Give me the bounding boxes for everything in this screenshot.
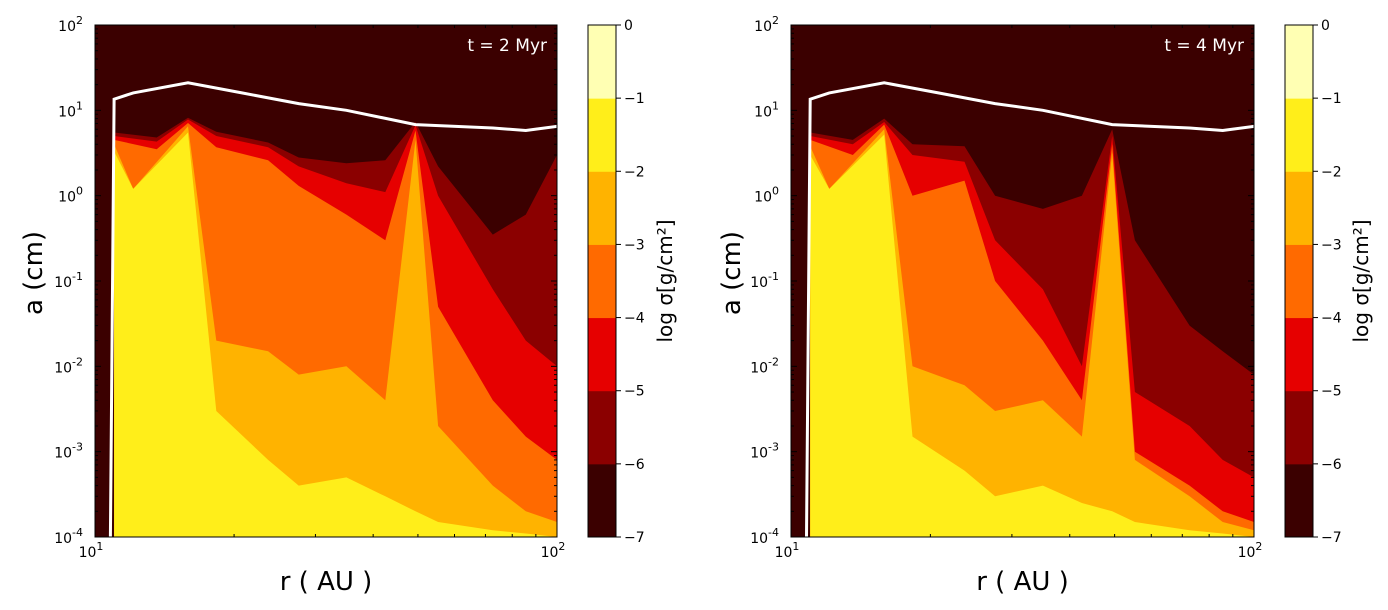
y-tick-label: 10-1 [750,270,779,291]
y-tick-label: 10-3 [54,441,83,462]
x-tick-label: 102 [1238,540,1263,561]
x-tick-label: 101 [79,540,104,561]
x-tick-label: 101 [775,540,800,561]
colorbar-segment [588,98,616,172]
colorbar-tick-label: −3 [624,237,645,253]
time-annotation: t = 2 Myr [467,36,547,56]
colorbar-segment [588,390,616,465]
contour-level-5 [114,132,557,537]
contour-level-5 [810,134,1254,537]
colorbar-segment [1285,98,1313,172]
colorbar-tick-label: −3 [1321,237,1342,253]
colorbar-label: log σ[g/cm²] [1349,219,1373,342]
fragmentation-limit-curve [108,81,557,537]
fragmentation-limit-curve [805,81,1254,537]
colorbar-tick-label: −4 [624,311,645,327]
y-tick-label: 100 [58,185,83,206]
colorbar-tick-label: −5 [1321,384,1342,400]
colorbar-tick-label: −1 [624,91,645,107]
colorbar-segment [588,463,616,538]
colorbar-tick-label: 0 [1321,18,1330,34]
colorbar-tick-label: −2 [624,164,645,180]
colorbar: −7 −6 −5 −4 −3 −2 −1 0 log σ[g/cm²] [1284,18,1373,546]
colorbar-segment [588,171,616,245]
colorbar-segment [1285,25,1313,99]
plot-area [95,25,557,537]
y-tick-label: 102 [754,14,779,35]
y-tick-label: 10-1 [54,270,83,291]
colorbar-segment [1285,171,1313,245]
colorbar-tick-label: −4 [1321,311,1342,327]
colorbar-tick-label: 0 [624,18,633,34]
colorbar-segment [1285,463,1313,538]
colorbar-tick-label: −7 [1321,530,1342,546]
colorbar-tick-label: −6 [1321,457,1342,473]
contour-level-4 [810,129,1254,537]
y-axis-label: a (cm) [19,231,49,315]
colorbar: −7 −6 −5 −4 −3 −2 −1 0 log σ[g/cm²] [587,18,677,546]
y-tick-label: 102 [58,14,83,35]
colorbar-tick-label: −6 [624,457,645,473]
colorbar-segment [1285,317,1313,392]
time-annotation: t = 4 Myr [1164,36,1244,56]
y-tick-label: 10-2 [750,355,779,376]
x-axis-label: r ( AU ) [976,567,1069,597]
colorbar-segment [1285,390,1313,465]
colorbar-frame [1284,24,1314,538]
y-tick-label: 10-4 [54,526,83,547]
y-tick-label: 10-4 [750,526,779,547]
plot-area [791,25,1254,537]
colorbar-tick-label: −7 [624,530,645,546]
colorbar-label: log σ[g/cm²] [653,219,677,342]
colorbar-frame [587,24,617,538]
y-tick-label: 10-3 [750,441,779,462]
panel-1: 10-4 10-3 10-2 10-1 100 101 102 101 102 r ( AU ) a… [19,14,677,597]
y-tick-label: 100 [754,185,779,206]
y-tick-label: 10-2 [54,355,83,376]
colorbar-segment [1285,244,1313,319]
panel-2: 10-4 10-3 10-2 10-1 100 101 102 101 102 r ( AU ) a… [717,14,1373,597]
y-tick-label: 101 [58,99,83,120]
colorbar-segment [588,317,616,392]
colorbar-tick-label: −5 [624,384,645,400]
colorbar-segment [588,244,616,319]
y-axis-label: a (cm) [717,231,747,315]
x-axis-label: r ( AU ) [280,567,373,597]
y-tick-label: 101 [754,99,779,120]
x-tick-label: 102 [541,540,566,561]
colorbar-tick-label: −1 [1321,91,1342,107]
colorbar-segment [588,25,616,99]
colorbar-tick-label: −2 [1321,164,1342,180]
